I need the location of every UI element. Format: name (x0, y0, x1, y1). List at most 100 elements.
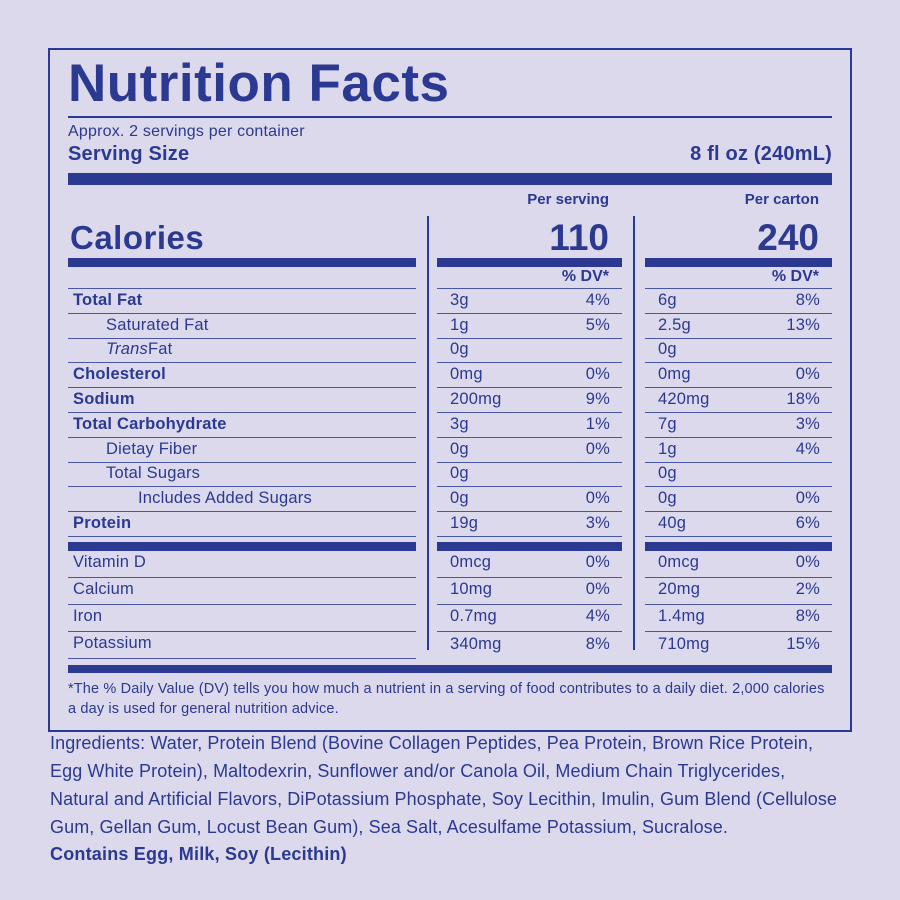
carton-value-cell: 0g (645, 339, 832, 364)
carton-dv-percent: 8% (795, 606, 820, 625)
dv-header-carton: % DV* (645, 267, 832, 289)
carton-amount: 1g (658, 439, 677, 458)
carton-amount: 0g (658, 464, 677, 483)
serving-value-cell: 0mcg 0% (437, 551, 622, 578)
carton-amount: 20mg (658, 579, 701, 598)
bar (437, 257, 622, 267)
nutrition-facts-panel: Nutrition Facts Approx. 2 servings per c… (48, 48, 852, 733)
carton-amount: 710mg (658, 634, 710, 653)
serving-value-cell: 0g (437, 463, 622, 488)
serving-amount: 0g (450, 439, 469, 458)
carton-value-cell: 420mg 18% (645, 388, 832, 413)
serving-amount: 0g (450, 464, 469, 483)
title-rule (68, 115, 832, 118)
header-divider-bar (68, 172, 832, 185)
serving-dv-percent: 5% (585, 315, 610, 334)
serving-dv-percent: 0% (585, 579, 610, 598)
carton-value-cell: 2.5g 13% (645, 314, 832, 339)
carton-dv-percent: 18% (786, 389, 820, 408)
serving-amount: 0mg (450, 365, 483, 384)
nutrient-name: Cholesterol (68, 363, 416, 389)
serving-dv-percent: 4% (585, 606, 610, 625)
serving-amount: 1g (450, 315, 469, 334)
carton-dv-percent: 0% (795, 365, 820, 384)
carton-value-cell: 7g 3% (645, 413, 832, 438)
carton-value-cell: 0mg 0% (645, 363, 832, 389)
column-separator-2 (633, 215, 635, 650)
serving-amount: 10mg (450, 579, 493, 598)
spacer (622, 185, 645, 211)
per-serving-label: Per serving (527, 190, 609, 208)
serving-dv-percent: 0% (585, 552, 610, 571)
serving-dv-percent: 8% (585, 634, 610, 653)
per-carton-label: Per carton (744, 190, 819, 208)
carton-amount: 0g (658, 489, 677, 508)
calories-bar-name-col (68, 253, 416, 267)
nutrient-name: Dietay Fiber (68, 438, 416, 463)
servings-per-container: Approx. 2 servings per container (68, 122, 305, 140)
serving-value-cell: 19g 3% (437, 512, 622, 537)
nutrient-name: Protein (68, 512, 416, 537)
bottom-divider-bar (68, 664, 832, 673)
protein-bar-serving-col (437, 537, 622, 551)
carton-amount: 420mg (658, 389, 710, 408)
serving-dv-percent: 0% (585, 365, 610, 384)
nutrient-name: Includes Added Sugars (68, 487, 416, 513)
serving-amount: 3g (450, 414, 469, 433)
serving-value-cell: 3g 4% (437, 289, 622, 314)
contains-allergens-text: Contains Egg, Milk, Soy (Lecithin) (50, 844, 347, 864)
carton-dv-percent: 0% (795, 552, 820, 571)
serving-value-cell: 0g 0% (437, 438, 622, 463)
carton-amount: 6g (658, 290, 677, 309)
carton-dv-percent: 4% (795, 439, 820, 458)
carton-value-cell: 0g 0% (645, 487, 832, 513)
carton-dv-percent: 6% (795, 513, 820, 532)
carton-amount: 1.4mg (658, 606, 705, 625)
carton-value-cell: 0mcg 0% (645, 551, 832, 578)
carton-amount: 7g (658, 414, 677, 433)
bar (68, 257, 416, 267)
serving-amount: 19g (450, 513, 479, 532)
bar (645, 541, 832, 551)
carton-value-cell: 6g 8% (645, 289, 832, 314)
per-serving-calories: 110 (549, 216, 609, 258)
serving-amount: 0g (450, 340, 469, 359)
bar (437, 541, 622, 551)
carton-amount: 0g (658, 340, 677, 359)
nutrient-name: Iron (68, 605, 416, 632)
spacer (416, 185, 437, 211)
serving-amount: 3g (450, 290, 469, 309)
serving-amount: 200mg (450, 389, 502, 408)
serving-value-cell: 1g 5% (437, 314, 622, 339)
serving-amount: 0.7mg (450, 606, 497, 625)
serving-size-label: Serving Size (68, 142, 190, 165)
serving-value-cell: 340mg 8% (437, 632, 622, 659)
column-separator-1 (427, 215, 429, 650)
protein-bar-carton-col (645, 537, 832, 551)
carton-value-cell: 40g 6% (645, 512, 832, 537)
serving-dv-percent: 9% (585, 389, 610, 408)
serving-size-value: 8 fl oz (240mL) (690, 142, 832, 165)
carton-amount: 2.5g (658, 315, 691, 334)
dv-footnote: *The % Daily Value (DV) tells you how mu… (68, 680, 825, 718)
carton-value-cell: 1.4mg 8% (645, 605, 832, 632)
carton-value-cell: 1g 4% (645, 438, 832, 463)
carton-value-cell: 0g (645, 463, 832, 488)
nutrient-name: Saturated Fat (68, 314, 416, 339)
serving-value-cell: 3g 1% (437, 413, 622, 438)
serving-value-cell: 200mg 9% (437, 388, 622, 413)
carton-dv-percent: 15% (786, 634, 820, 653)
nutrient-name: Total Carbohydrate (68, 413, 416, 438)
bar (645, 257, 832, 267)
serving-dv-percent: 0% (585, 489, 610, 508)
bar (68, 541, 416, 551)
serving-value-cell: 0mg 0% (437, 363, 622, 389)
nutrient-name: Total Sugars (68, 463, 416, 488)
carton-amount: 40g (658, 513, 687, 532)
carton-value-cell: 710mg 15% (645, 632, 832, 659)
carton-dv-percent: 3% (795, 414, 820, 433)
serving-amount: 340mg (450, 634, 502, 653)
dv-header-serving: % DV* (437, 267, 622, 289)
carton-amount: 0mcg (658, 552, 700, 571)
